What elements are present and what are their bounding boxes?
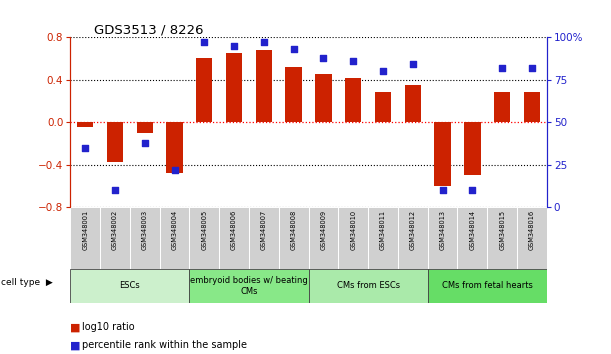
- Text: ■: ■: [70, 322, 81, 332]
- Bar: [70, 269, 189, 303]
- Text: GSM348011: GSM348011: [380, 210, 386, 250]
- Bar: [255, 50, 272, 122]
- Point: [110, 187, 120, 193]
- Point: [497, 65, 507, 70]
- Point: [527, 65, 537, 70]
- Bar: [404, 85, 421, 122]
- Point: [199, 39, 209, 45]
- Point: [259, 39, 269, 45]
- Text: cell type  ▶: cell type ▶: [1, 278, 53, 287]
- Bar: [315, 74, 332, 122]
- Bar: [464, 122, 481, 175]
- Point: [348, 58, 358, 64]
- Bar: [434, 122, 451, 186]
- Bar: [309, 269, 428, 303]
- Bar: [70, 207, 100, 269]
- Bar: [189, 269, 309, 303]
- Text: percentile rank within the sample: percentile rank within the sample: [82, 340, 247, 350]
- Text: GSM348016: GSM348016: [529, 210, 535, 250]
- Point: [408, 62, 418, 67]
- Bar: [130, 207, 159, 269]
- Text: GSM348002: GSM348002: [112, 210, 118, 250]
- Text: CMs from fetal hearts: CMs from fetal hearts: [442, 281, 533, 290]
- Point: [170, 167, 180, 172]
- Bar: [345, 78, 362, 122]
- Point: [318, 55, 328, 61]
- Bar: [100, 207, 130, 269]
- Bar: [219, 207, 249, 269]
- Bar: [458, 207, 488, 269]
- Bar: [517, 207, 547, 269]
- Text: GSM348009: GSM348009: [320, 210, 326, 250]
- Text: embryoid bodies w/ beating
CMs: embryoid bodies w/ beating CMs: [190, 276, 308, 296]
- Text: GSM348013: GSM348013: [439, 210, 445, 250]
- Text: log10 ratio: log10 ratio: [82, 322, 135, 332]
- Bar: [488, 207, 517, 269]
- Bar: [159, 207, 189, 269]
- Point: [378, 68, 388, 74]
- Bar: [279, 207, 309, 269]
- Point: [229, 43, 239, 48]
- Point: [437, 187, 447, 193]
- Bar: [226, 53, 243, 122]
- Bar: [524, 92, 540, 122]
- Bar: [494, 92, 510, 122]
- Bar: [375, 92, 391, 122]
- Text: GSM348004: GSM348004: [172, 210, 178, 250]
- Text: ■: ■: [70, 340, 81, 350]
- Text: CMs from ESCs: CMs from ESCs: [337, 281, 400, 290]
- Text: GDS3513 / 8226: GDS3513 / 8226: [94, 23, 203, 36]
- Bar: [77, 122, 93, 127]
- Text: GSM348014: GSM348014: [469, 210, 475, 250]
- Bar: [428, 269, 547, 303]
- Bar: [196, 58, 213, 122]
- Text: ESCs: ESCs: [120, 281, 140, 290]
- Text: GSM348005: GSM348005: [201, 210, 207, 250]
- Bar: [368, 207, 398, 269]
- Text: GSM348007: GSM348007: [261, 210, 267, 250]
- Text: GSM348001: GSM348001: [82, 210, 88, 250]
- Bar: [309, 207, 338, 269]
- Text: GSM348006: GSM348006: [231, 210, 237, 250]
- Text: GSM348010: GSM348010: [350, 210, 356, 250]
- Bar: [189, 207, 219, 269]
- Bar: [136, 122, 153, 133]
- Text: GSM348015: GSM348015: [499, 210, 505, 250]
- Bar: [338, 207, 368, 269]
- Bar: [107, 122, 123, 162]
- Bar: [285, 67, 302, 122]
- Point: [80, 145, 90, 150]
- Text: GSM348003: GSM348003: [142, 210, 148, 250]
- Bar: [428, 207, 458, 269]
- Text: GSM348012: GSM348012: [410, 210, 416, 250]
- Bar: [249, 207, 279, 269]
- Bar: [166, 122, 183, 173]
- Point: [140, 140, 150, 145]
- Point: [467, 187, 477, 193]
- Bar: [398, 207, 428, 269]
- Text: GSM348008: GSM348008: [291, 210, 297, 250]
- Point: [289, 46, 299, 52]
